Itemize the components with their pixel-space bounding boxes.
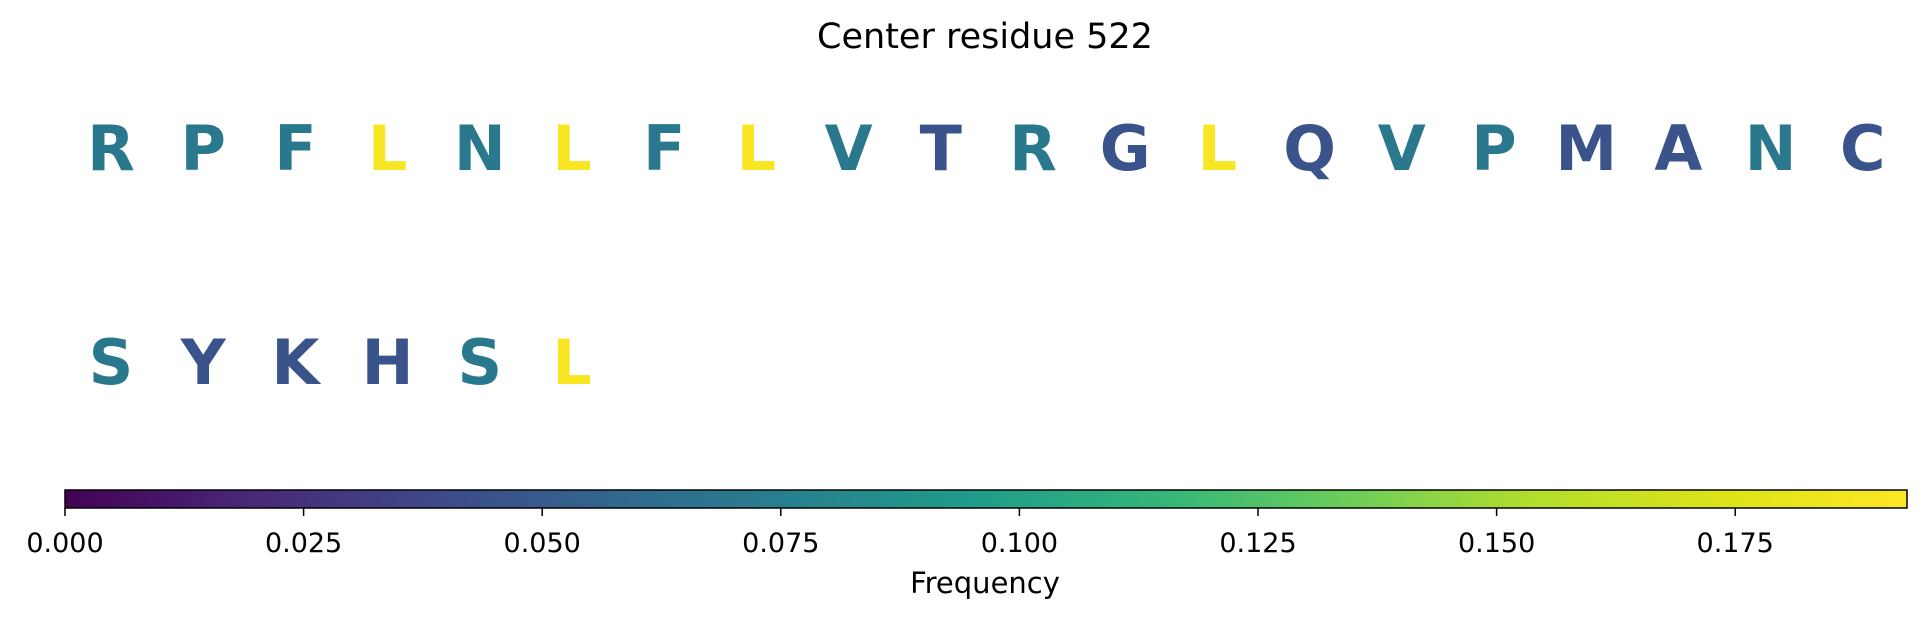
residue-letter: L xyxy=(737,112,777,185)
colorbar-ticks: 0.000 0.025 0.050 0.075 0.100 0.125 0.150 0.175 xyxy=(26,508,1774,559)
colorbar-tick-label: 0.150 xyxy=(1458,528,1535,559)
residue-letter: S xyxy=(89,326,134,399)
residue-letter: P xyxy=(180,112,225,185)
residue-letter: N xyxy=(454,112,506,185)
residue-letter: R xyxy=(1009,112,1057,185)
residue-sequence: R P F L N L F L V T R G L Q V P M A N CS Y K H S L xyxy=(87,112,1885,399)
residue-letter: R xyxy=(87,112,135,185)
colorbar-tick-label: 0.050 xyxy=(504,528,581,559)
residue-letter: L xyxy=(368,112,408,185)
residue-letter: P xyxy=(1471,112,1516,185)
residue-letter: N xyxy=(1745,112,1797,185)
residue-letter: K xyxy=(271,326,321,399)
residue-letter: S xyxy=(457,326,502,399)
residue-letter: L xyxy=(552,112,592,185)
colorbar-tick-label: 0.000 xyxy=(26,528,103,559)
colorbar-tick-label: 0.125 xyxy=(1219,528,1296,559)
residue-letter: L xyxy=(552,326,592,399)
residue-letter: M xyxy=(1555,112,1617,185)
chart-title: Center residue 522 xyxy=(817,17,1153,57)
residue-letter: Q xyxy=(1283,112,1336,185)
residue-letter: F xyxy=(643,112,685,185)
residue-letter: V xyxy=(1378,112,1426,185)
residue-letter: A xyxy=(1654,112,1702,185)
residue-letter: C xyxy=(1840,112,1886,185)
colorbar-tick-label: 0.100 xyxy=(981,528,1058,559)
colorbar-outline xyxy=(64,489,1908,509)
colorbar-tick-label: 0.025 xyxy=(265,528,342,559)
residue-letter: G xyxy=(1100,112,1151,185)
colorbar-tick-label: 0.175 xyxy=(1697,528,1774,559)
colorbar-gradient xyxy=(65,490,1907,508)
residue-letter: T xyxy=(920,112,962,185)
colorbar-tick-label: 0.075 xyxy=(742,528,819,559)
residue-letter: Y xyxy=(180,326,227,399)
residue-letter: V xyxy=(825,112,873,185)
residue-letter: F xyxy=(274,112,316,185)
residue-letter: H xyxy=(362,326,414,399)
residue-letter: L xyxy=(1198,112,1238,185)
colorbar-label: Frequency xyxy=(910,566,1060,600)
colorbar: 0.000 0.025 0.050 0.075 0.100 0.125 0.150 0.175… xyxy=(26,489,1908,600)
